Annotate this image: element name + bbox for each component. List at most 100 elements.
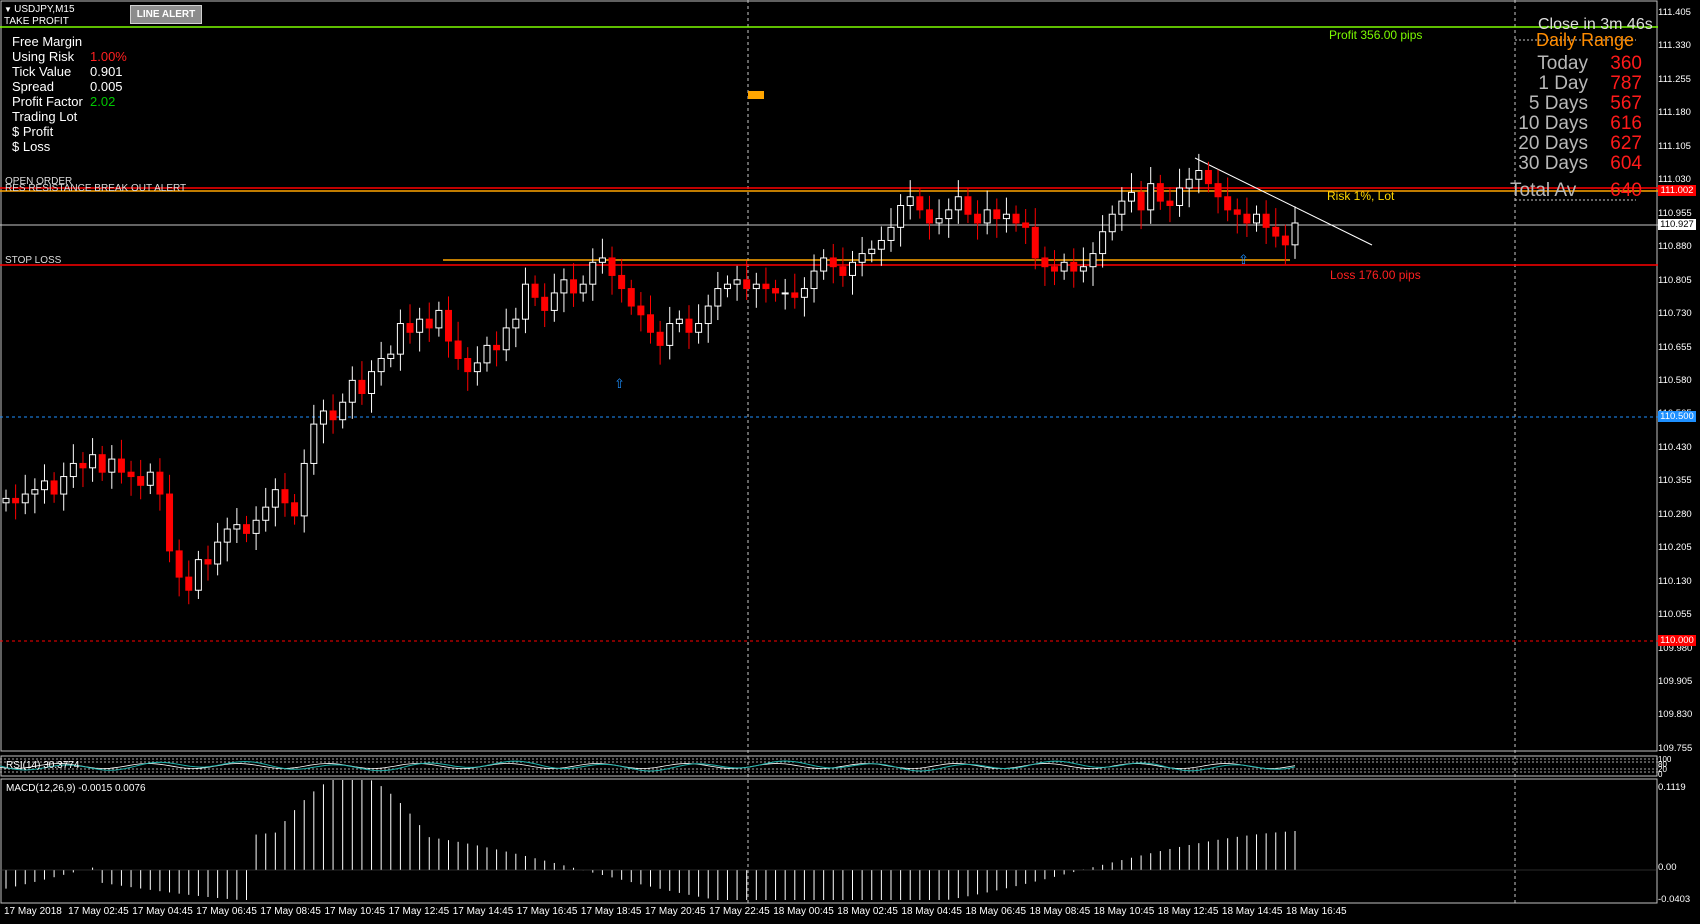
candle-body: [1185, 178, 1193, 189]
candle: [339, 393, 347, 429]
candle-body: [1002, 213, 1010, 220]
alert-marker: [748, 91, 764, 99]
candle: [521, 267, 529, 334]
candle: [21, 474, 29, 515]
candle: [406, 304, 414, 344]
candle-body: [897, 204, 905, 228]
candle-body: [1108, 213, 1116, 233]
time-tick-label: 17 May 06:45: [196, 906, 257, 917]
candle-body: [377, 358, 385, 373]
candle: [695, 304, 703, 344]
price-tick-label: 110.580: [1658, 374, 1692, 386]
line-alert-button[interactable]: LINE ALERT: [130, 5, 202, 24]
candle: [637, 292, 645, 332]
info-label: $ Profit: [12, 124, 54, 139]
candle: [897, 194, 905, 247]
candle-body: [40, 480, 48, 491]
candle: [964, 188, 972, 223]
candle: [849, 250, 857, 295]
candle: [50, 472, 58, 503]
candle: [598, 238, 606, 274]
info-value: 0.901: [90, 64, 123, 79]
candle-body: [993, 209, 1001, 220]
candle-body: [666, 323, 674, 346]
candle: [685, 305, 693, 349]
time-tick-label: 17 May 2018: [4, 906, 62, 917]
price-tick-label: 110.430: [1658, 441, 1692, 453]
candle: [416, 307, 424, 352]
candle-body: [444, 309, 452, 342]
candle: [69, 444, 77, 488]
candle: [40, 464, 48, 504]
up-arrow-icon: ⇧: [614, 377, 625, 392]
candle-body: [300, 462, 308, 517]
candle: [377, 341, 385, 386]
candle-body: [1166, 200, 1174, 206]
candle-body: [1272, 226, 1280, 237]
candle-body: [358, 379, 366, 394]
candle: [444, 296, 452, 358]
candle-body: [464, 358, 472, 373]
candle: [570, 263, 578, 307]
candle-body: [781, 292, 789, 295]
candle-body: [339, 401, 347, 421]
candle: [387, 345, 395, 368]
price-tick-label: 110.805: [1658, 274, 1692, 286]
candle: [117, 439, 125, 484]
candle-body: [1147, 183, 1155, 211]
resistance-alert-label: RES RESISTANCE BREAK OUT ALERT: [5, 183, 187, 194]
candle: [79, 452, 87, 488]
candle: [89, 438, 97, 482]
candle-body: [1079, 266, 1087, 272]
candle: [108, 445, 116, 489]
candle-body: [233, 524, 241, 530]
macd-window-frame: [0, 778, 1658, 904]
candle-body: [60, 476, 68, 495]
candle: [1002, 197, 1010, 233]
candle: [666, 306, 674, 360]
price-tick-label: 110.130: [1658, 575, 1692, 587]
candle-body: [752, 283, 760, 290]
candle-body: [1137, 191, 1145, 211]
time-tick-label: 17 May 18:45: [580, 906, 642, 917]
candle-body: [1224, 196, 1232, 211]
candle: [608, 246, 616, 295]
candle-body: [79, 462, 87, 469]
info-row: Tick Value 0.901: [12, 64, 123, 79]
daily-range-value: 360: [1610, 53, 1642, 74]
dropdown-icon[interactable]: ▼: [4, 5, 15, 14]
candle-body: [1051, 266, 1059, 272]
daily-range-label: 20 Days: [1518, 133, 1588, 154]
daily-range-value: 567: [1610, 93, 1642, 114]
candle-body: [964, 196, 972, 215]
candle: [214, 522, 222, 576]
candle: [627, 279, 635, 315]
candle: [271, 478, 279, 527]
candle: [194, 550, 202, 599]
candle: [1156, 174, 1164, 210]
price-tick-label: 110.205: [1658, 542, 1692, 554]
info-row: $ Profit: [12, 124, 90, 139]
candle-body: [560, 279, 568, 294]
close-timer: Close in 3m 46s: [1538, 16, 1653, 33]
candle: [1243, 197, 1251, 237]
price-tick-label: 110.955: [1658, 207, 1692, 219]
candle: [1233, 198, 1241, 234]
candle-body: [281, 489, 289, 504]
daily-range-value: 627: [1610, 133, 1642, 154]
candle-body: [579, 283, 587, 294]
candle-body: [791, 292, 799, 298]
candle: [935, 199, 943, 235]
candle-body: [1127, 191, 1135, 202]
candle: [954, 180, 962, 224]
candle-body: [637, 305, 645, 316]
candle-body: [1253, 213, 1261, 224]
chart-grid: [0, 0, 1658, 904]
candle: [579, 275, 587, 302]
candle: [1204, 161, 1212, 193]
candle: [396, 309, 404, 371]
candle-body: [868, 248, 876, 255]
candle-body: [810, 270, 818, 290]
risk-label: Risk 1%, Lot: [1327, 189, 1395, 203]
